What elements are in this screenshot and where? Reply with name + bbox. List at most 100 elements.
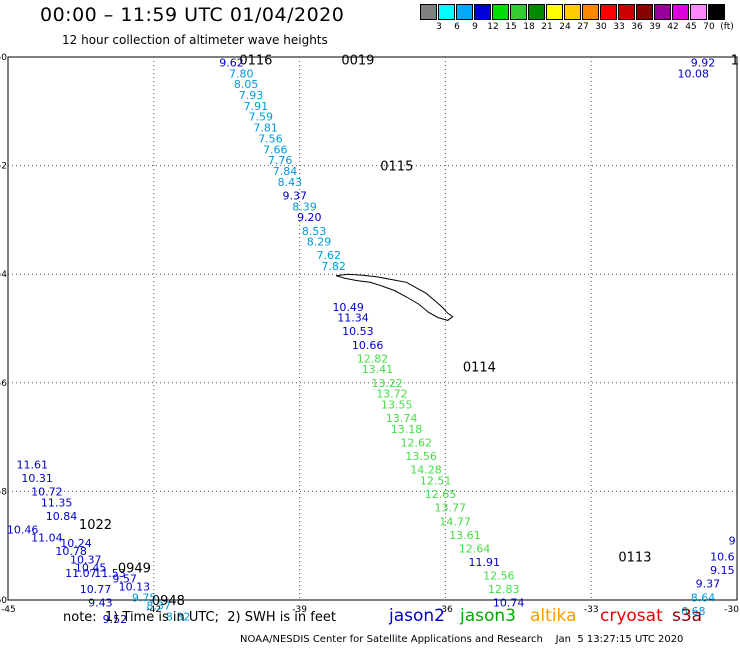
swh-value: 8.05 (234, 78, 259, 91)
footnote: note: 1) Time is in UTC; 2) SWH is in fe… (63, 610, 336, 625)
swh-value: 7.59 (248, 111, 273, 124)
scale-tick-label: (ft) (720, 22, 734, 32)
swh-value: 7.91 (244, 100, 269, 113)
swh-value: 8.53 (302, 225, 327, 238)
satellite-legend-item: cryosat (600, 606, 663, 626)
satellite-legend-item: altika (530, 606, 577, 626)
swh-value: 9.43 (88, 597, 113, 610)
swh-value: 12.56 (483, 570, 515, 583)
latitude-label: -60 (0, 596, 7, 606)
swh-value: 10.49 (332, 301, 364, 314)
swh-value: 13.77 (435, 502, 467, 515)
scale-tick-label: 9 (472, 22, 478, 32)
scale-swatch (564, 4, 581, 20)
pass-time: 0019 (341, 54, 374, 69)
swh-value: 10.13 (119, 580, 151, 593)
swh-value: 7.84 (273, 165, 298, 178)
longitude-label: -33 (584, 605, 599, 615)
scale-tick-label: 33 (613, 22, 625, 32)
swh-value: 14.28 (410, 464, 442, 477)
scale-tick-label: 36 (631, 22, 643, 32)
swh-value: 10.24 (60, 537, 92, 550)
longitude-label: -36 (438, 605, 453, 615)
swh-value: 12.65 (425, 488, 457, 501)
longitude-label: -42 (146, 605, 161, 615)
swh-value: 9.37 (696, 578, 721, 591)
scale-tick-label: 42 (667, 22, 679, 32)
swh-value: 9.15 (710, 564, 735, 577)
swh-value: 12.82 (357, 352, 389, 365)
page-title: 00:00 – 11:59 UTC 01/04/2020 (40, 4, 345, 26)
swh-value: 10.77 (80, 583, 112, 596)
swh-value: 13.41 (362, 363, 394, 376)
swh-value: 10.08 (678, 67, 710, 80)
scale-swatch (510, 4, 527, 20)
swh-value: 8.29 (307, 236, 332, 249)
swh-value: 11.34 (337, 312, 369, 325)
pass-time: 0113 (618, 551, 651, 566)
scale-tick-label: 30 (595, 22, 607, 32)
swh-value: 7.56 (258, 132, 283, 145)
swh-value: 13.22 (371, 377, 403, 390)
scale-swatch (438, 4, 455, 20)
swh-value: 8.64 (691, 591, 716, 604)
swh-value: 7.62 (317, 249, 342, 262)
swh-value: 9.92 (691, 56, 716, 69)
swh-value: 10.31 (21, 472, 53, 485)
satellite-legend-item: jason3 (460, 606, 516, 626)
scale-swatch (690, 4, 707, 20)
swh-value: 11.07 (65, 567, 97, 580)
swh-value: 7.93 (239, 89, 264, 102)
swh-value: 14.77 (439, 515, 471, 528)
scale-swatch (474, 4, 491, 20)
swh-value: 10.72 (31, 485, 63, 498)
satellite-legend-item: s3a (672, 606, 703, 626)
scale-swatch (420, 4, 437, 20)
swh-value: 13.56 (405, 450, 437, 463)
scale-tick-label: 15 (505, 22, 517, 32)
scale-swatch (708, 4, 725, 20)
swh-value: 10.84 (46, 510, 78, 523)
scale-tick-label: 45 (685, 22, 697, 32)
scale-swatch (618, 4, 635, 20)
swh-value: 10.6 (710, 551, 735, 564)
longitude-label: -39 (292, 605, 307, 615)
swh-value: 9.20 (297, 211, 322, 224)
scale-tick-label: 6 (454, 22, 460, 32)
swh-value: 12.64 (459, 542, 491, 555)
observation-labels: 9.627.808.057.937.917.597.817.567.667.76… (7, 56, 736, 626)
page-subtitle: 12 hour collection of altimeter wave hei… (62, 33, 328, 47)
swh-value: 13.72 (376, 388, 408, 401)
pass-time: 0115 (380, 160, 413, 175)
swh-value: 9.75 (132, 591, 157, 604)
swh-value: 8.39 (292, 200, 317, 213)
swh-value: 13.18 (391, 423, 423, 436)
swh-value: 7.82 (321, 260, 346, 273)
latitude-label: -56 (0, 379, 7, 389)
scale-tick-label: 21 (541, 22, 553, 32)
lat-lon-grid (7, 56, 738, 601)
swh-value: 11.04 (31, 532, 63, 545)
swh-value: 7.66 (263, 143, 288, 156)
swh-value: 7.76 (268, 154, 293, 167)
swh-value: 11.61 (17, 458, 49, 471)
swh-value: 10.78 (55, 545, 87, 558)
swh-value: 10.45 (75, 561, 107, 574)
swh-value: 11.35 (41, 496, 73, 509)
scale-swatch (582, 4, 599, 20)
scale-swatch (492, 4, 509, 20)
swh-value: 9.57 (112, 572, 137, 585)
swh-value: 8.32 (166, 610, 191, 623)
south-georgia-coastline (335, 273, 454, 321)
swh-value: 10.37 (70, 553, 102, 566)
longitude-label: -30 (724, 605, 739, 615)
pass-time: 0116 (239, 54, 272, 69)
swh-value: 10.46 (7, 523, 39, 536)
swh-value: 12.62 (400, 437, 432, 450)
latitude-label: -52 (0, 162, 7, 172)
swh-value: 12.51 (420, 475, 452, 488)
swh-value: 13.74 (386, 412, 418, 425)
swh-value: 11.91 (469, 556, 501, 569)
scale-swatch (528, 4, 545, 20)
